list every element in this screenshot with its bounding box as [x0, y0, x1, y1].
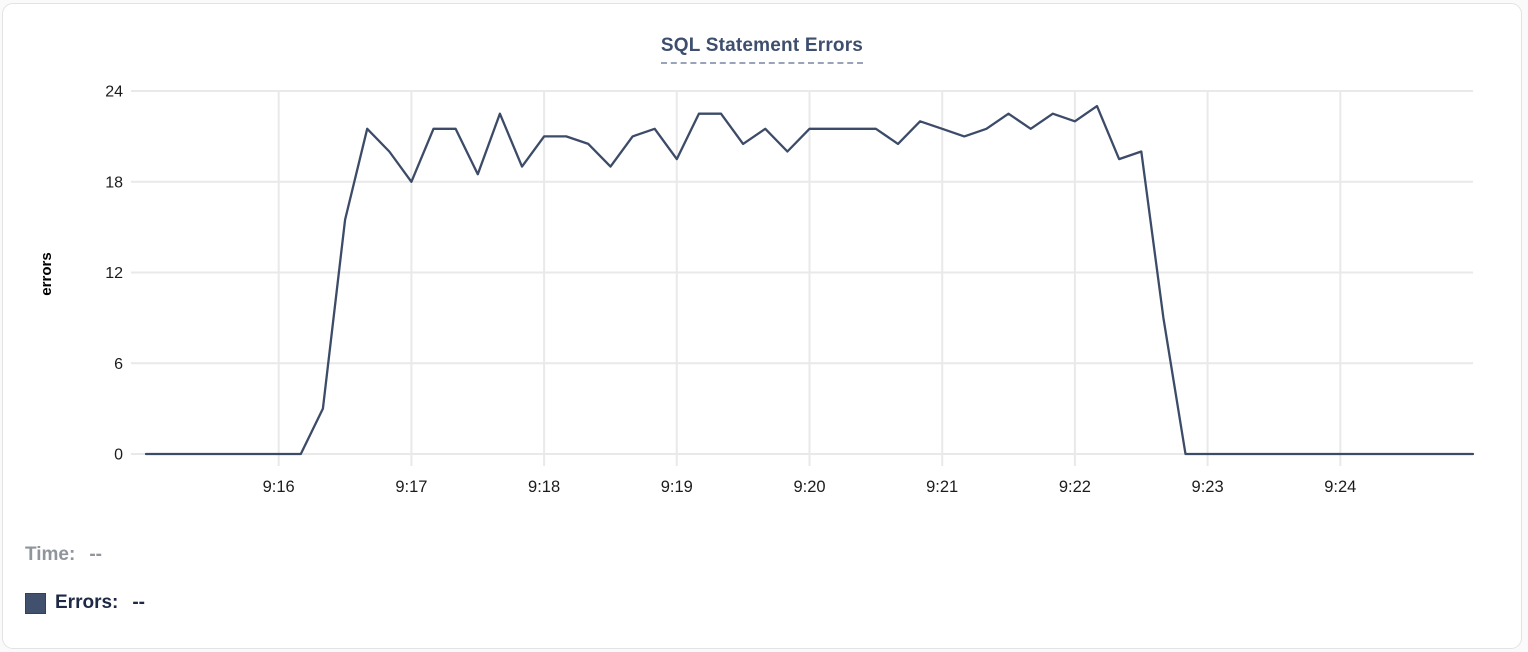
- time-readout-value: --: [89, 544, 102, 565]
- y-tick-label: 12: [105, 265, 123, 282]
- y-tick-label: 18: [105, 174, 123, 191]
- x-tick-label: 9:16: [263, 478, 295, 496]
- chart-header: SQL Statement Errors: [3, 35, 1521, 64]
- y-tick-label: 0: [114, 447, 123, 464]
- time-readout-label: Time:: [25, 544, 76, 565]
- x-tick-label: 9:24: [1324, 478, 1356, 496]
- time-readout-row: Time: --: [25, 544, 145, 566]
- x-tick-label: 9:19: [661, 478, 693, 496]
- y-tick-label: 24: [105, 84, 123, 101]
- chart-card: SQL Statement Errors 0 6 12 18 24 9:16 9:17 9:1…: [2, 3, 1522, 649]
- errors-line-series: [144, 104, 1475, 456]
- errors-readout-value: --: [132, 592, 146, 613]
- x-tick-label: 9:21: [926, 478, 958, 496]
- errors-readout-label: Errors:: [55, 592, 119, 613]
- x-tick-label: 9:18: [528, 478, 560, 496]
- x-tick-label: 9:20: [793, 478, 825, 496]
- errors-series-swatch: [25, 592, 46, 614]
- errors-readout-row: Errors: --: [25, 592, 145, 614]
- x-tick-label: 9:22: [1059, 478, 1091, 496]
- x-tick-label: 9:17: [395, 478, 427, 496]
- x-tick-label: 9:23: [1192, 478, 1224, 496]
- y-tick-label: 6: [114, 356, 123, 373]
- y-axis-title: errors: [38, 252, 55, 295]
- chart-title-link[interactable]: SQL Statement Errors: [660, 35, 864, 64]
- errors-line-chart[interactable]: 0 6 12 18 24 9:16 9:17 9:18 9:19 9:20 9:21 9:22 9:23…: [3, 4, 1528, 516]
- hover-readout-legend: Time: -- Errors: --: [25, 544, 145, 614]
